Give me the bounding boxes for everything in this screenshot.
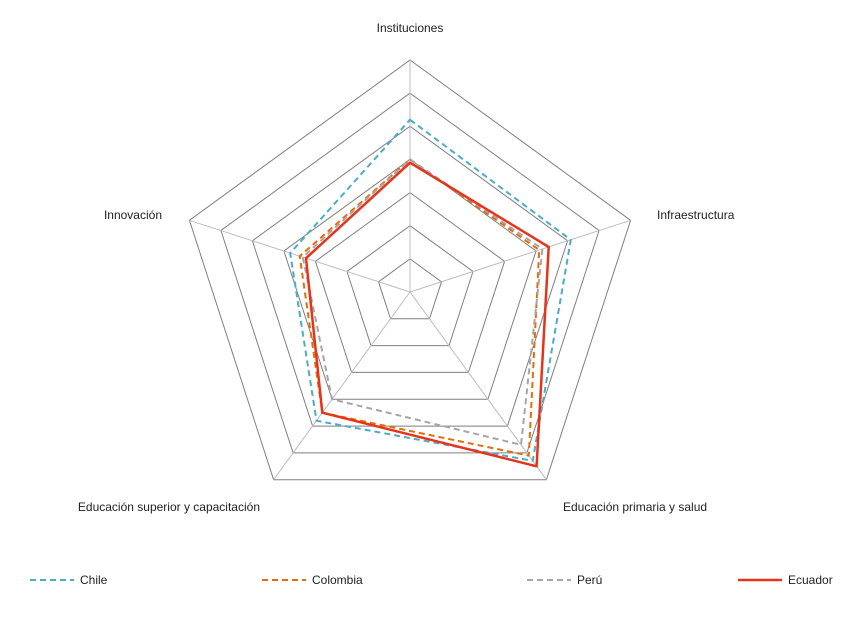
legend-item-colombia: Colombia	[262, 573, 363, 587]
spoke-educacion-superior-y-capacitacion	[273, 291, 411, 480]
legend-item-chile: Chile	[30, 573, 108, 587]
spoke-educacion-primaria-y-salud	[409, 291, 547, 480]
legend-label-peru: Perú	[577, 573, 602, 587]
legend-item-ecuador: Ecuador	[738, 573, 833, 587]
grid-ring-1	[377, 258, 443, 320]
legend-item-peru: Perú	[527, 573, 602, 587]
legend: Chile Colombia Perú Ecuador	[30, 573, 833, 587]
series-line-chile	[289, 118, 572, 462]
legend-label-colombia: Colombia	[312, 573, 363, 587]
series-line-ecuador	[304, 161, 550, 468]
series-line-peru	[301, 158, 544, 446]
axis-labels: Instituciones Infraestructura Educación pr…	[78, 21, 735, 514]
radar-series	[289, 118, 572, 468]
axis-label-educacion-superior-y-capacitacion: Educación superior y capacitación	[78, 500, 260, 514]
series-line-colombia	[298, 158, 541, 457]
radar-grid	[188, 59, 632, 481]
grid-ring-6	[220, 92, 600, 454]
grid-ring-5	[251, 125, 569, 427]
grid-ring-2	[346, 225, 474, 347]
spoke-infraestructura	[409, 219, 631, 293]
legend-label-ecuador: Ecuador	[788, 573, 833, 587]
axis-label-instituciones: Instituciones	[377, 21, 444, 35]
axis-label-infraestructura: Infraestructura	[657, 208, 735, 222]
grid-ring-7	[188, 59, 632, 481]
axis-label-innovacion: Innovación	[104, 208, 162, 222]
axis-label-educacion-primaria-y-salud: Educación primaria y salud	[563, 500, 707, 514]
grid-ring-3	[314, 191, 506, 373]
grid-ring-4	[283, 158, 537, 400]
legend-label-chile: Chile	[80, 573, 108, 587]
